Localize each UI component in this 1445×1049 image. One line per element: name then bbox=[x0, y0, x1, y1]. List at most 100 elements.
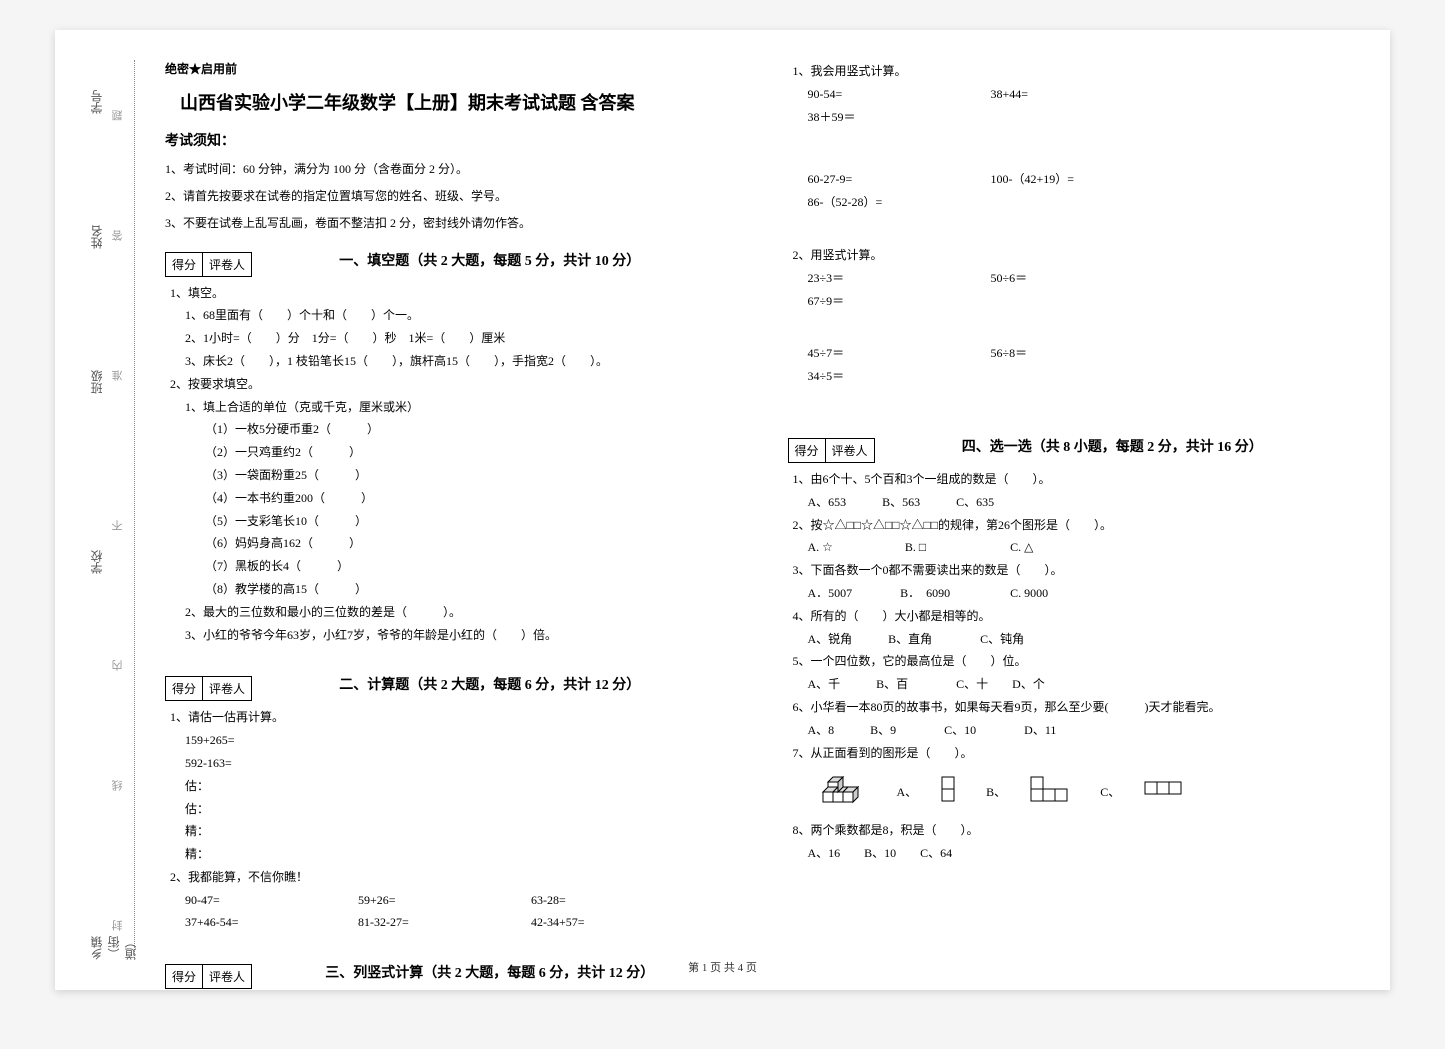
binding-labels: 学号 姓名 班级 学校 乡镇（街道） 题 答 准 不 内 线 封 bbox=[80, 60, 135, 960]
sub-question: 1、填上合适的单位（克或千克，厘米或米） bbox=[185, 396, 728, 419]
fill-blank: （2）一只鸡重约2（ ） bbox=[205, 441, 465, 464]
question: 1、由6个十、5个百和3个一组成的数是（ ）。 bbox=[793, 468, 1351, 491]
binding-label: 班级 bbox=[88, 370, 105, 394]
sub-row: （5）一支彩笔长10（ ） （6）妈妈身高162（ ） bbox=[205, 510, 728, 556]
calc-item: 精： bbox=[185, 820, 465, 843]
calc-item: 38＋59＝ bbox=[808, 106, 988, 129]
grader-label: 评卷人 bbox=[826, 439, 874, 462]
calc-item: 86-（52-28）= bbox=[808, 191, 988, 214]
front-view-c-icon bbox=[1140, 777, 1190, 806]
calc-item: 23÷3＝ bbox=[808, 267, 988, 290]
question: 7、从正面看到的图形是（ ）。 bbox=[793, 742, 1351, 765]
options: A. ☆ B. □ C. △ bbox=[808, 536, 1351, 559]
fill-blank: （5）一支彩笔长10（ ） bbox=[205, 510, 465, 533]
calc-row: 45÷7＝ 56÷8＝ 34÷5＝ bbox=[808, 342, 1351, 388]
q7-options: A、 B、 bbox=[818, 772, 1351, 811]
fill-blank: （8）教学楼的高15（ ） bbox=[205, 578, 465, 601]
score-box: 得分 评卷人 bbox=[788, 438, 875, 463]
seal-note: 封 bbox=[110, 920, 126, 931]
question: 6、小华看一本80页的故事书，如果每天看9页，那么至少要( )天才能看完。 bbox=[793, 696, 1351, 719]
options: A、锐角 B、直角 C、钝角 bbox=[808, 628, 1351, 651]
fill-blank: （3）一袋面粉重25（ ） bbox=[205, 464, 465, 487]
calc-row: 估： 估： bbox=[185, 775, 728, 821]
section-header: 得分 评卷人 四、选一选（共 8 小题，每题 2 分，共计 16 分） bbox=[788, 428, 1351, 468]
binding-label: 学号 bbox=[88, 90, 105, 114]
binding-label: 姓名 bbox=[88, 225, 105, 249]
options: A．5007 B． 6090 C. 9000 bbox=[808, 582, 1351, 605]
notice-item: 3、不要在试卷上乱写乱画，卷面不整洁扣 2 分，密封线外请勿作答。 bbox=[165, 214, 728, 233]
calc-item: 67÷9＝ bbox=[808, 290, 988, 313]
sub-question: 2、最大的三位数和最小的三位数的差是（ ）。 bbox=[185, 601, 728, 624]
sub-question: 2、1小时=（ ）分 1分=（ ）秒 1米=（ ）厘米 bbox=[185, 327, 728, 350]
calc-item: 37+46-54= bbox=[185, 911, 355, 934]
exam-title: 山西省实验小学二年级数学【上册】期末考试试题 含答案 bbox=[180, 89, 728, 115]
options: A、16 B、10 C、64 bbox=[808, 842, 1351, 865]
fill-blank: （6）妈妈身高162（ ） bbox=[205, 532, 465, 555]
options: A、千 B、百 C、十 D、个 bbox=[808, 673, 1351, 696]
front-view-a-icon bbox=[937, 772, 962, 811]
notice-item: 1、考试时间：60 分钟，满分为 100 分（含卷面分 2 分）。 bbox=[165, 160, 728, 179]
content-area: 绝密★启用前 山西省实验小学二年级数学【上册】期末考试试题 含答案 考试须知： … bbox=[165, 60, 1350, 994]
front-view-b-icon bbox=[1026, 772, 1076, 811]
calc-item: 63-28= bbox=[531, 889, 701, 912]
question: 2、我都能算，不信你瞧！ bbox=[170, 866, 728, 889]
calc-row: 精： 精： bbox=[185, 820, 728, 866]
calc-item: 50÷6＝ bbox=[991, 267, 1171, 290]
calc-item: 60-27-9= bbox=[808, 168, 988, 191]
calc-item: 38+44= bbox=[991, 83, 1171, 106]
calc-item: 56÷8＝ bbox=[991, 342, 1171, 365]
question: 2、按要求填空。 bbox=[170, 373, 728, 396]
calc-row: 159+265= 592-163= bbox=[185, 729, 728, 775]
option-label: A、 bbox=[897, 783, 918, 800]
sub-row: （1）一枚5分硬币重2（ ） （2）一只鸡重约2（ ） bbox=[205, 418, 728, 464]
left-column: 绝密★启用前 山西省实验小学二年级数学【上册】期末考试试题 含答案 考试须知： … bbox=[165, 60, 728, 994]
seal-note: 答 bbox=[110, 230, 126, 241]
options: A、8 B、9 C、10 D、11 bbox=[808, 719, 1351, 742]
fill-blank: （1）一枚5分硬币重2（ ） bbox=[205, 418, 465, 441]
question: 1、填空。 bbox=[170, 282, 728, 305]
calc-item: 90-54= bbox=[808, 83, 988, 106]
calc-item: 45÷7＝ bbox=[808, 342, 988, 365]
seal-note: 不 bbox=[110, 520, 126, 531]
binding-margin: 学号 姓名 班级 学校 乡镇（街道） 题 答 准 不 内 线 封 bbox=[80, 60, 135, 960]
calc-item: 估： bbox=[185, 798, 465, 821]
page-footer: 第 1 页 共 4 页 bbox=[55, 959, 1390, 975]
question: 1、我会用竖式计算。 bbox=[793, 60, 1351, 83]
section-header: 得分 评卷人 一、填空题（共 2 大题，每题 5 分，共计 10 分） bbox=[165, 242, 728, 282]
calc-item: 90-47= bbox=[185, 889, 355, 912]
question: 4、所有的（ ）大小都是相等的。 bbox=[793, 605, 1351, 628]
sub-question: 1、68里面有（ ）个十和（ ）个一。 bbox=[185, 304, 728, 327]
fill-blank: （7）黑板的长4（ ） bbox=[205, 555, 465, 578]
section-header: 得分 评卷人 二、计算题（共 2 大题，每题 6 分，共计 12 分） bbox=[165, 666, 728, 706]
score-box: 得分 评卷人 bbox=[165, 252, 252, 277]
option-label: C、 bbox=[1100, 783, 1120, 800]
score-label: 得分 bbox=[166, 677, 203, 700]
notice-item: 2、请首先按要求在试卷的指定位置填写您的姓名、班级、学号。 bbox=[165, 187, 728, 206]
calc-item: 81-32-27= bbox=[358, 911, 528, 934]
calc-row: 90-54= 38+44= 38＋59＝ bbox=[808, 83, 1351, 129]
calc-item: 592-163= bbox=[185, 752, 465, 775]
section-title: 二、计算题（共 2 大题，每题 6 分，共计 12 分） bbox=[252, 674, 727, 694]
calc-row: 23÷3＝ 50÷6＝ 67÷9＝ bbox=[808, 267, 1351, 313]
calc-item: 100-（42+19）= bbox=[991, 168, 1171, 191]
calc-item: 34÷5＝ bbox=[808, 365, 988, 388]
section-title: 四、选一选（共 8 小题，每题 2 分，共计 16 分） bbox=[875, 436, 1350, 456]
seal-note: 内 bbox=[110, 660, 126, 671]
question: 2、按☆△□□☆△□□☆△□□的规律，第26个图形是（ ）。 bbox=[793, 514, 1351, 537]
calc-item: 精： bbox=[185, 843, 465, 866]
calc-row: 90-47= 59+26= 63-28= bbox=[185, 889, 728, 912]
question: 8、两个乘数都是8，积是（ ）。 bbox=[793, 819, 1351, 842]
calc-item: 42-34+57= bbox=[531, 911, 701, 934]
sub-row: （3）一袋面粉重25（ ） （4）一本书约重200（ ） bbox=[205, 464, 728, 510]
calc-row: 60-27-9= 100-（42+19）= 86-（52-28）= bbox=[808, 168, 1351, 214]
calc-item: 59+26= bbox=[358, 889, 528, 912]
score-label: 得分 bbox=[166, 253, 203, 276]
question: 5、一个四位数，它的最高位是（ ）位。 bbox=[793, 650, 1351, 673]
sub-question: 3、小红的爷爷今年63岁，小红7岁，爷爷的年龄是小红的（ ）倍。 bbox=[185, 624, 728, 647]
exam-page: 学号 姓名 班级 学校 乡镇（街道） 题 答 准 不 内 线 封 绝密★启用前 … bbox=[55, 30, 1390, 990]
grader-label: 评卷人 bbox=[203, 677, 251, 700]
binding-label: 学校 bbox=[88, 550, 105, 574]
seal-note: 准 bbox=[110, 370, 126, 381]
question: 1、请估一估再计算。 bbox=[170, 706, 728, 729]
question: 2、用竖式计算。 bbox=[793, 244, 1351, 267]
